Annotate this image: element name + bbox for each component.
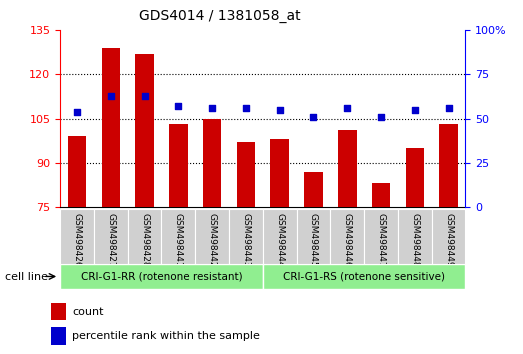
Bar (270, 139, 289, 207)
Text: percentile rank within the sample: percentile rank within the sample (72, 331, 260, 341)
Text: GSM498447: GSM498447 (377, 213, 385, 268)
Text: GSM498442: GSM498442 (208, 213, 217, 268)
Bar (364, 209, 398, 264)
Text: GDS4014 / 1381058_at: GDS4014 / 1381058_at (139, 9, 301, 23)
Bar (297, 209, 331, 264)
Bar (236, 142, 255, 207)
Bar (51, 303, 66, 320)
Text: GSM498449: GSM498449 (444, 213, 453, 268)
Bar (94, 209, 128, 264)
Text: CRI-G1-RR (rotenone resistant): CRI-G1-RR (rotenone resistant) (81, 272, 242, 281)
Bar (398, 209, 431, 264)
Point (242, 105, 250, 111)
Bar (372, 183, 390, 207)
Text: cell line: cell line (5, 272, 48, 282)
Text: GSM498426: GSM498426 (73, 213, 82, 268)
Point (309, 114, 317, 120)
Bar (169, 125, 188, 207)
Point (140, 93, 149, 98)
Bar (162, 209, 195, 264)
Text: CRI-G1-RS (rotenone sensitive): CRI-G1-RS (rotenone sensitive) (283, 272, 445, 281)
Point (377, 114, 385, 120)
Bar (60, 209, 94, 264)
Bar (405, 148, 424, 207)
Bar (263, 264, 465, 289)
Bar (101, 48, 120, 207)
Point (343, 105, 351, 111)
Bar (338, 130, 357, 207)
Bar (60, 264, 263, 289)
Bar (128, 209, 162, 264)
Bar (135, 54, 154, 207)
Bar (439, 125, 458, 207)
Text: GSM498427: GSM498427 (106, 213, 115, 268)
Point (276, 107, 284, 113)
Bar (431, 209, 465, 264)
Text: GSM498448: GSM498448 (411, 213, 419, 268)
Bar (51, 327, 66, 345)
Point (73, 109, 81, 114)
Text: GSM498443: GSM498443 (242, 213, 251, 268)
Bar (68, 136, 86, 207)
Bar (229, 209, 263, 264)
Bar (195, 209, 229, 264)
Text: GSM498445: GSM498445 (309, 213, 318, 268)
Point (445, 105, 453, 111)
Bar (263, 209, 297, 264)
Text: GSM498441: GSM498441 (174, 213, 183, 268)
Bar (331, 209, 364, 264)
Bar (304, 172, 323, 207)
Point (107, 93, 115, 98)
Point (174, 103, 183, 109)
Text: GSM498444: GSM498444 (275, 213, 284, 268)
Point (411, 107, 419, 113)
Point (208, 105, 217, 111)
Bar (203, 119, 221, 207)
Text: GSM498446: GSM498446 (343, 213, 352, 268)
Text: count: count (72, 307, 104, 316)
Text: GSM498428: GSM498428 (140, 213, 149, 268)
